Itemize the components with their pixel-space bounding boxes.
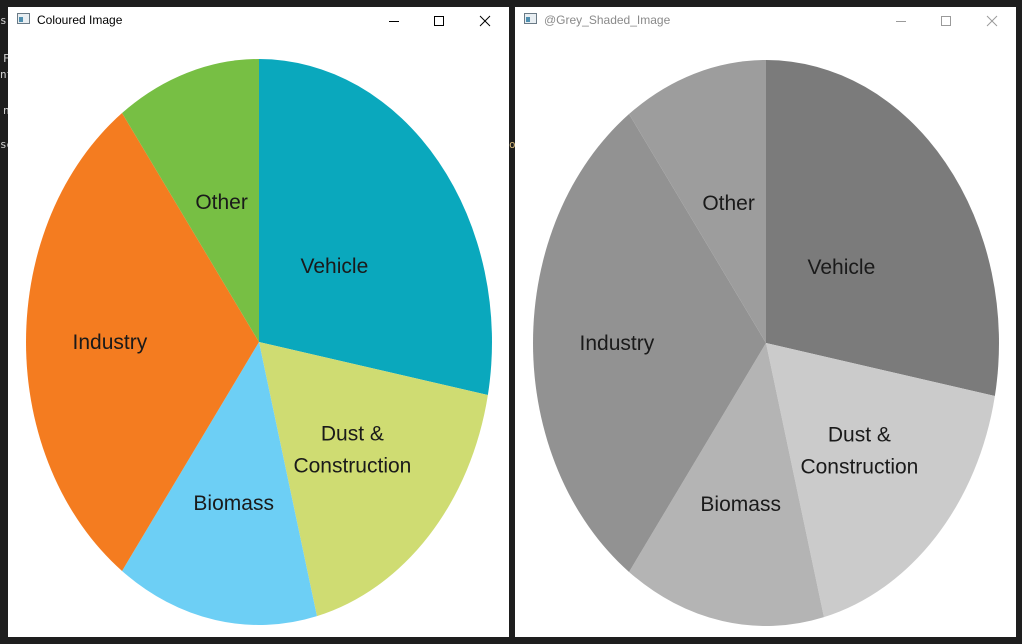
pie-slice-dust-construction — [766, 343, 995, 618]
maximize-button[interactable] — [923, 7, 969, 35]
pie-slice-industry — [26, 113, 259, 571]
minimize-icon — [389, 21, 399, 22]
minimize-icon — [896, 21, 906, 22]
pie-slice-biomass — [122, 342, 317, 625]
maximize-button[interactable] — [416, 7, 462, 35]
pie-label-dust-construction: Dust & Construction — [293, 423, 411, 478]
pie-label-biomass: Biomass — [193, 492, 274, 515]
close-icon — [479, 15, 491, 27]
close-button[interactable] — [969, 7, 1015, 35]
minimize-button[interactable] — [371, 7, 417, 35]
pie-slice-dust-construction — [259, 342, 488, 617]
app-icon — [524, 13, 537, 24]
grey-shaded-image-window[interactable]: @Grey_Shaded_Image Vehicle Dust & Construc… — [515, 7, 1016, 637]
close-icon — [986, 15, 998, 27]
pie-slice-other — [122, 59, 259, 342]
pie-label-vehicle: Vehicle — [301, 255, 369, 278]
pie-chart: Vehicle Dust & Construction Biomass Industry… — [533, 60, 999, 626]
pie-slice-other — [629, 60, 766, 343]
pie-slice-industry — [533, 114, 766, 572]
background-text-fragment: o — [509, 138, 516, 151]
maximize-icon — [434, 16, 444, 26]
window-titlebar[interactable]: Coloured Image — [8, 7, 509, 35]
pie-label-other: Other — [702, 192, 755, 215]
background-text-fragment: n — [3, 104, 10, 117]
app-icon — [17, 13, 30, 24]
pie-label-dust-construction: Dust & Construction — [800, 424, 918, 479]
minimize-button[interactable] — [878, 7, 924, 35]
coloured-image-window[interactable]: Coloured Image Vehicle Dust & Construction… — [8, 7, 509, 637]
pie-label-vehicle: Vehicle — [808, 256, 876, 279]
pie-label-other: Other — [195, 191, 248, 214]
background-text-fragment: F — [3, 52, 10, 65]
pie-label-industry: Industry — [73, 331, 148, 354]
window-titlebar[interactable]: @Grey_Shaded_Image — [515, 7, 1016, 35]
pie-slice-vehicle — [766, 60, 999, 397]
window-title: @Grey_Shaded_Image — [544, 13, 671, 27]
pie-slice-vehicle — [259, 59, 492, 396]
maximize-icon — [941, 16, 951, 26]
pie-slice-biomass — [629, 343, 824, 626]
pie-label-industry: Industry — [580, 332, 655, 355]
close-button[interactable] — [462, 7, 508, 35]
window-title: Coloured Image — [37, 13, 123, 27]
pie-label-biomass: Biomass — [700, 493, 781, 516]
background-text-fragment: s — [0, 14, 7, 27]
pie-chart: Vehicle Dust & Construction Biomass Industry… — [26, 59, 492, 625]
